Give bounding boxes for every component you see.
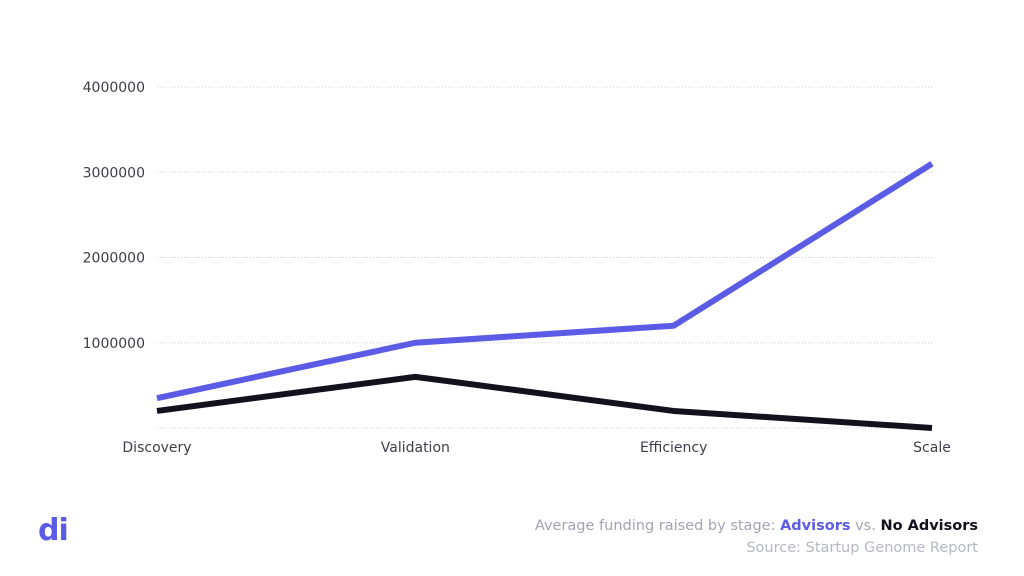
- caption-vs: vs.: [850, 518, 881, 534]
- y-tick-label: 4000000: [83, 80, 145, 96]
- y-tick-label: 3000000: [83, 165, 145, 181]
- y-tick-label: 1000000: [83, 336, 145, 352]
- x-tick-label-scale: Scale: [913, 440, 951, 456]
- series-line-no-advisors: [156, 373, 933, 431]
- series-lines: [156, 161, 934, 431]
- y-axis-ticks: 1000000 2000000 3000000 4000000: [83, 80, 145, 352]
- grid-lines: [157, 86, 932, 429]
- legend-no-advisors: No Advisors: [880, 518, 978, 534]
- x-tick-label-discovery: Discovery: [122, 440, 191, 456]
- series-line-advisors: [156, 161, 934, 402]
- x-tick-label-validation: Validation: [381, 440, 450, 456]
- brand-logo: di: [38, 511, 69, 551]
- y-tick-label: 2000000: [83, 251, 145, 267]
- caption-title: Average funding raised by stage: Advisor…: [535, 515, 978, 537]
- logo-text: di: [38, 513, 69, 548]
- x-axis-ticks: Discovery Validation Efficiency Scale: [122, 440, 950, 456]
- x-tick-label-efficiency: Efficiency: [640, 440, 707, 456]
- caption-prefix: Average funding raised by stage:: [534, 518, 781, 534]
- source-note: Source: Startup Genome Report: [746, 540, 978, 556]
- legend-advisors: Advisors: [780, 518, 851, 534]
- chart-caption: Average funding raised by stage: Advisor…: [535, 515, 978, 559]
